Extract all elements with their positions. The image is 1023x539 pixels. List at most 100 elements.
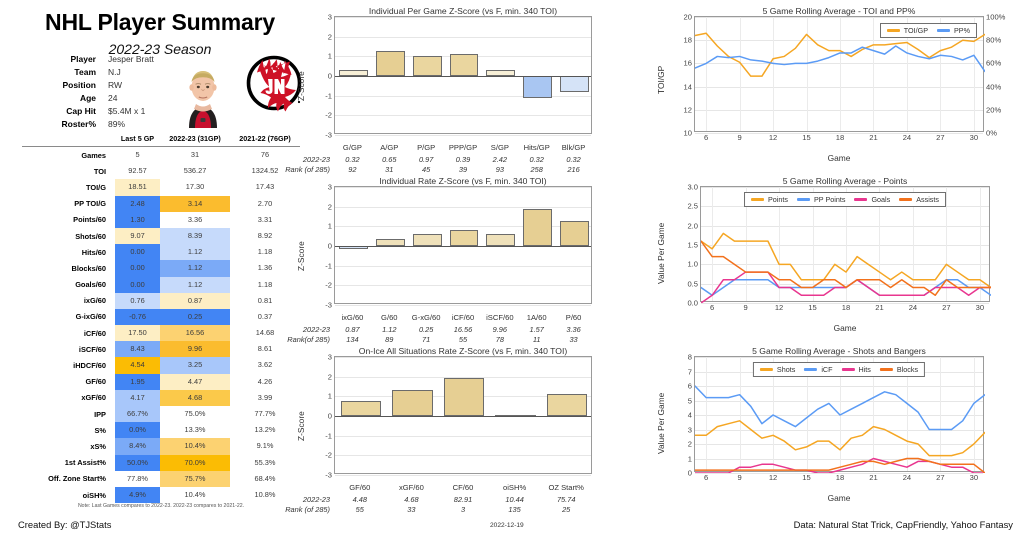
gridline bbox=[335, 226, 591, 228]
y-axis-tick: 20 bbox=[683, 12, 692, 22]
legend-item[interactable]: Points bbox=[751, 195, 788, 204]
rank-value: 45 bbox=[422, 165, 431, 174]
chart-legend[interactable]: TOI/GP PP% bbox=[879, 23, 977, 38]
stat-cell: 1324.52 bbox=[230, 163, 300, 179]
stat-cell: 17.30 bbox=[160, 179, 230, 196]
x-axis-tick: 30 bbox=[975, 303, 985, 312]
table-row: xGF/60 4.17 4.68 3.99 bbox=[22, 389, 300, 406]
chart-title: Individual Rate Z-Score (vs F, min. 340 … bbox=[379, 176, 547, 186]
y-axis-tick: 12 bbox=[683, 105, 692, 115]
stat-row-label: 2022-23 bbox=[302, 155, 330, 164]
x-axis-tick: 9 bbox=[743, 303, 748, 312]
x-axis-category: iSCF/60 bbox=[486, 313, 514, 322]
legend-item[interactable]: Goals bbox=[854, 195, 890, 204]
page-title: NHL Player Summary bbox=[45, 9, 275, 35]
stat-value: 10.8% bbox=[254, 489, 276, 499]
table-row: G-ixG/60 -0.76 0.25 0.37 bbox=[22, 308, 300, 326]
bar bbox=[523, 76, 553, 99]
x-axis-tick: 24 bbox=[908, 303, 918, 312]
gridline bbox=[335, 305, 591, 306]
chart-per-game-zscore: Individual Per Game Z-Score (vs F, min. … bbox=[284, 6, 638, 174]
gridline bbox=[906, 357, 908, 471]
stat-value: 0.00 bbox=[115, 260, 161, 277]
stat-cell: 31 bbox=[160, 147, 230, 164]
stat-cell: 3.99 bbox=[230, 390, 300, 406]
stat-value: 8.92 bbox=[257, 230, 273, 240]
gridline bbox=[695, 109, 983, 111]
stat-value: 0.76 bbox=[115, 292, 161, 309]
legend-item[interactable]: Shots bbox=[759, 365, 795, 374]
stat-cell: 76 bbox=[230, 147, 300, 164]
footer-date: 2022-12-19 bbox=[490, 522, 524, 529]
chart-title: 5 Game Rolling Average - TOI and PP% bbox=[762, 6, 916, 16]
gridline bbox=[695, 63, 983, 65]
rank-value: 134 bbox=[346, 335, 359, 344]
gridline bbox=[695, 86, 983, 88]
series-pp- bbox=[695, 45, 985, 73]
stat-value: 76 bbox=[260, 150, 270, 159]
x-axis-tick: 30 bbox=[969, 473, 979, 482]
stat-cell: 77.7% bbox=[230, 406, 300, 422]
bio-value: N.J bbox=[108, 66, 121, 77]
stat-value: 1.95 bbox=[115, 373, 161, 390]
chart-legend[interactable]: Shots iCF Hits Blocks bbox=[752, 362, 926, 377]
legend-item[interactable]: PP Points bbox=[797, 195, 845, 204]
stat-cell: 92.57 bbox=[115, 163, 161, 180]
chart-onice-zscore: On-Ice All Situations Rate Z-Score (vs F… bbox=[284, 346, 638, 514]
chart-rolling-points: 5 Game Rolling Average - Points 3.0 2.5 2.0… bbox=[650, 176, 1023, 333]
bio-label: Player bbox=[70, 53, 96, 64]
y-axis-tick: -1 bbox=[325, 91, 332, 101]
bio-label: Age bbox=[79, 92, 96, 103]
stat-cell: 4.17 bbox=[115, 389, 161, 406]
table-row: oiSH% 4.9% 10.4% 10.8% bbox=[22, 486, 300, 504]
legend-swatch bbox=[854, 198, 868, 201]
x-axis-category: S/GP bbox=[490, 143, 509, 152]
stat-value: 55.3% bbox=[254, 457, 276, 467]
stat-value: 92.57 bbox=[115, 163, 161, 180]
row-label: G-ixG/60 bbox=[75, 312, 106, 322]
stat-value: 3.31 bbox=[257, 214, 273, 224]
stat-cell: 1.18 bbox=[230, 277, 300, 293]
gridline bbox=[335, 187, 591, 188]
stat-row-label: Rank (of 285) bbox=[285, 165, 330, 174]
x-axis-category: P/60 bbox=[565, 313, 582, 322]
legend-swatch bbox=[751, 198, 765, 201]
stat-cell: 8.4% bbox=[115, 438, 161, 455]
stat-cell: 75.7% bbox=[160, 470, 230, 487]
stat-row-label: 2022-23 bbox=[302, 325, 330, 334]
gridline bbox=[706, 17, 708, 131]
legend-label: Goals bbox=[871, 195, 891, 204]
y-axis-tick: 14 bbox=[683, 82, 692, 92]
legend-item[interactable]: Assists bbox=[899, 195, 939, 204]
legend-item[interactable]: Hits bbox=[841, 365, 871, 374]
plot-area: 20 18 16 14 12 10 100% 80% 60% 40% 20% 0% 6 9 12 15 18 21… bbox=[684, 13, 1006, 143]
x-axis-category: Blk/GP bbox=[561, 143, 586, 152]
x-axis-tick: 27 bbox=[936, 473, 945, 482]
chart-legend[interactable]: Points PP Points Goals Assists bbox=[744, 192, 946, 207]
stat-value: 1.36 bbox=[257, 263, 273, 273]
y-axis-tick: 6 bbox=[687, 381, 692, 391]
stat-cell: 8.43 bbox=[115, 341, 161, 358]
bar bbox=[560, 221, 589, 246]
stat-cell: 9.96 bbox=[160, 341, 230, 358]
row-label: iCF/60 bbox=[83, 328, 106, 338]
stat-cell: 77.8% bbox=[115, 470, 161, 487]
row-label: iSCF/60 bbox=[78, 344, 106, 354]
legend-item[interactable]: TOI/GP bbox=[886, 26, 929, 35]
gridline bbox=[695, 357, 983, 358]
legend-label: TOI/GP bbox=[903, 26, 929, 35]
stat-cell: 4.26 bbox=[230, 374, 300, 390]
legend-swatch bbox=[759, 368, 773, 371]
stat-row-label: Rank(of 285) bbox=[287, 335, 330, 344]
table-row: PP TOI/G 2.48 3.14 2.70 bbox=[22, 195, 300, 212]
gridline bbox=[695, 444, 983, 445]
stat-value: 4.17 bbox=[115, 389, 161, 406]
y-axis-right-tick: 80% bbox=[986, 35, 1002, 45]
legend-item[interactable]: iCF bbox=[804, 365, 833, 374]
gridline bbox=[739, 17, 741, 131]
table-row: GF/60 1.95 4.47 4.26 bbox=[22, 373, 300, 390]
legend-item[interactable]: Blocks bbox=[879, 365, 918, 374]
legend-item[interactable]: PP% bbox=[937, 26, 970, 35]
gridline bbox=[779, 187, 781, 301]
stat-value: 1.18 bbox=[257, 247, 273, 257]
